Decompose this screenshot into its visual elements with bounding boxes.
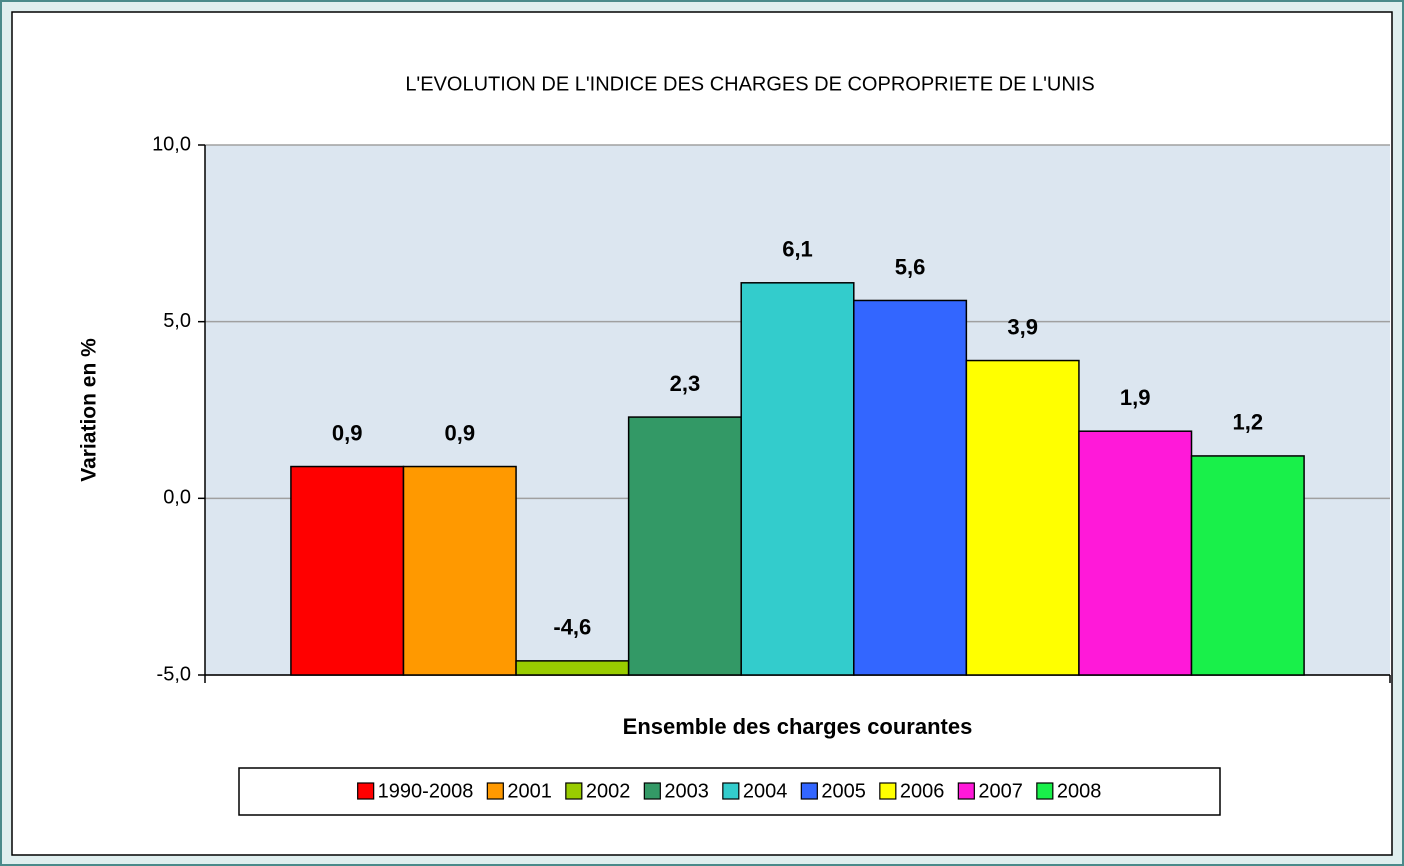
legend-swatch bbox=[643, 782, 661, 800]
legend-label: 2007 bbox=[978, 780, 1023, 802]
bar bbox=[515, 660, 630, 676]
legend-label: 2005 bbox=[821, 780, 866, 802]
value-label: -4,6 bbox=[553, 615, 591, 640]
y-tick-label: 0,0 bbox=[163, 487, 191, 509]
legend-label: 2008 bbox=[1057, 780, 1102, 802]
chart-title: L'EVOLUTION DE L'INDICE DES CHARGES DE C… bbox=[405, 73, 1094, 95]
y-tick-label: -5,0 bbox=[157, 663, 191, 685]
value-label: 0,9 bbox=[332, 420, 363, 445]
value-label: 1,2 bbox=[1233, 410, 1264, 435]
bar bbox=[853, 299, 968, 676]
x-axis-label: Ensemble des charges courantes bbox=[623, 714, 973, 739]
legend-swatch bbox=[800, 782, 818, 800]
bar bbox=[740, 282, 855, 676]
value-label: 5,6 bbox=[895, 254, 926, 279]
legend-swatch bbox=[565, 782, 583, 800]
legend-label: 2006 bbox=[900, 780, 945, 802]
bar bbox=[1190, 455, 1305, 676]
legend-swatch bbox=[722, 782, 740, 800]
legend-label: 2001 bbox=[507, 780, 552, 802]
value-label: 2,3 bbox=[670, 371, 701, 396]
y-axis-label: Variation en % bbox=[78, 338, 101, 482]
y-tick-label: 5,0 bbox=[163, 310, 191, 332]
bar bbox=[402, 465, 517, 676]
bar bbox=[1078, 430, 1193, 676]
legend-swatch bbox=[957, 782, 975, 800]
bar bbox=[290, 465, 405, 676]
bar bbox=[965, 359, 1080, 676]
y-tick-label: 10,0 bbox=[152, 133, 191, 155]
legend-label: 2004 bbox=[743, 780, 788, 802]
legend-label: 1990-2008 bbox=[378, 780, 474, 802]
value-label: 0,9 bbox=[444, 420, 475, 445]
legend-swatch bbox=[486, 782, 504, 800]
value-label: 3,9 bbox=[1007, 314, 1038, 339]
legend-label: 2003 bbox=[664, 780, 709, 802]
legend-swatch bbox=[879, 782, 897, 800]
legend-swatch bbox=[357, 782, 375, 800]
legend-label: 2002 bbox=[586, 780, 631, 802]
legend-swatch bbox=[1036, 782, 1054, 800]
bar bbox=[627, 416, 742, 676]
value-label: 6,1 bbox=[782, 237, 813, 262]
value-label: 1,9 bbox=[1120, 385, 1151, 410]
